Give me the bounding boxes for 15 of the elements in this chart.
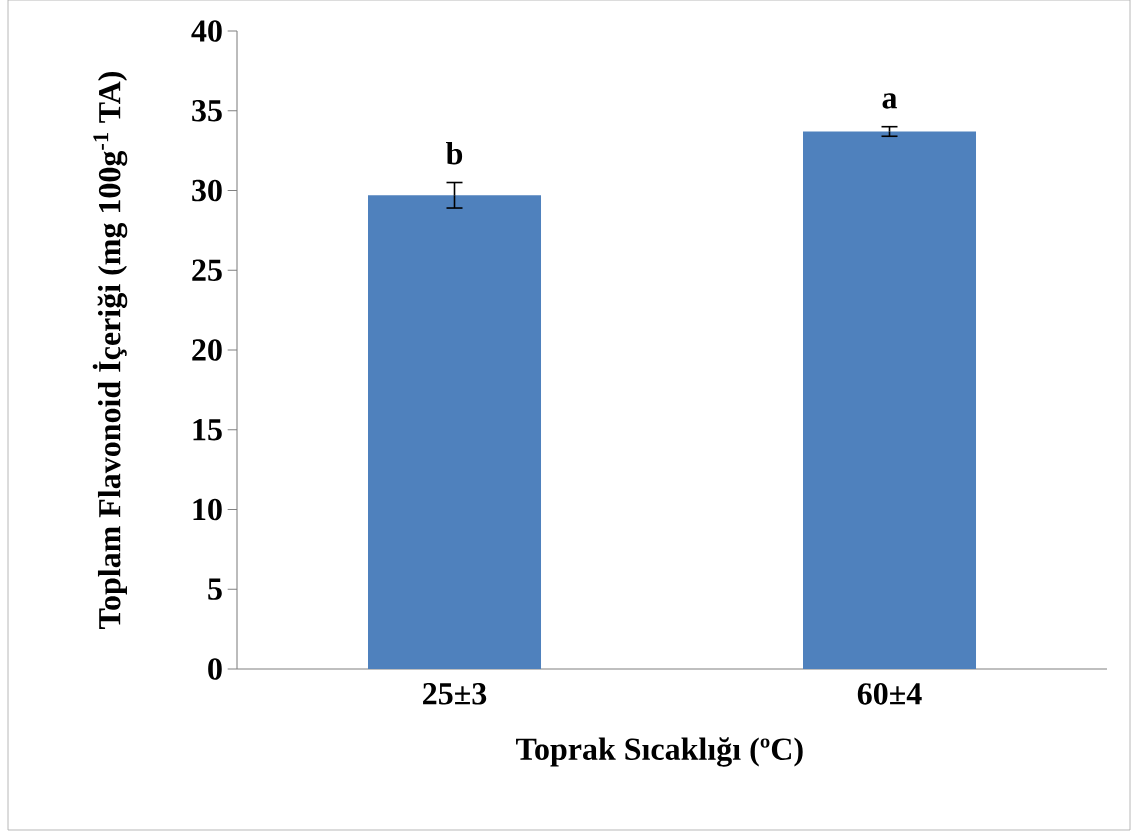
x-tick-label: 25±3	[423, 683, 487, 705]
x-tick-label: 60±4	[857, 683, 922, 705]
y-tick-label: 0	[208, 658, 222, 680]
y-tick-label: 30	[192, 179, 222, 202]
y-tick-label: 40	[191, 20, 222, 42]
y-tick-label: 20	[192, 339, 222, 361]
y-tick-label: 25	[192, 259, 222, 281]
annotation: a	[882, 93, 898, 109]
x-axis-title: Toprak Sıcaklığı (ºC)	[516, 737, 803, 767]
y-tick-label: 5	[208, 578, 222, 600]
y-tick-label: 35	[192, 99, 222, 122]
y-tick-label: 15	[193, 419, 222, 441]
annotation: b	[446, 141, 463, 165]
y-axis-title: Toplam Flavonoid İçeriği (mg 100g$^{-1}$ TA)	[92, 71, 128, 629]
y-tick-label: 10	[193, 498, 222, 521]
